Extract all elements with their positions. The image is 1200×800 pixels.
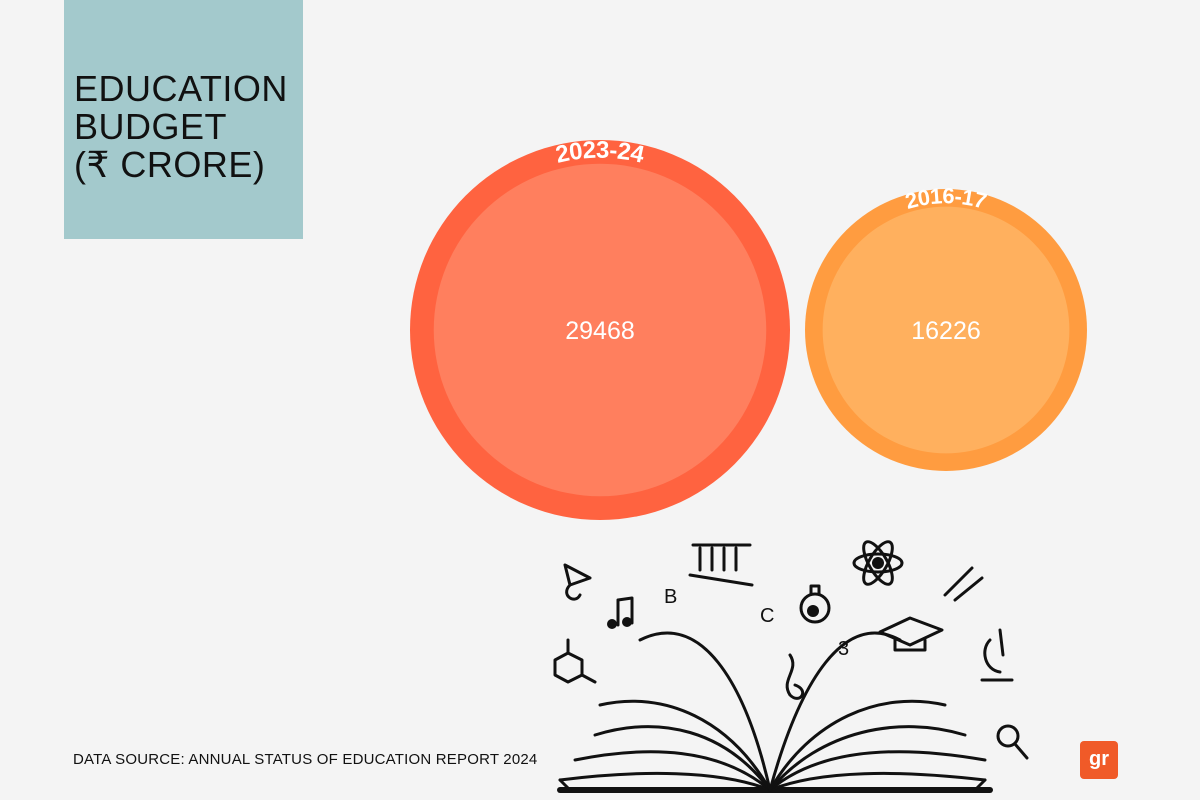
chart-title-line-2: BUDGET xyxy=(74,106,228,147)
title-box: EDUCATION BUDGET (₹ CRORE) xyxy=(64,0,303,239)
logo: gr xyxy=(1080,741,1118,779)
chart-title: EDUCATION BUDGET (₹ CRORE) xyxy=(74,70,288,184)
svg-text:3: 3 xyxy=(838,638,849,660)
bubble-value-label: 16226 xyxy=(911,317,981,345)
chart-title-line-1: EDUCATION xyxy=(74,68,288,109)
bubble-inner-2023-24 xyxy=(433,163,767,497)
svg-text:B: B xyxy=(664,586,677,608)
svg-text:C: C xyxy=(760,605,774,627)
logo-text: gr xyxy=(1089,748,1109,770)
bubble-value-label: 29468 xyxy=(565,317,635,345)
data-source: DATA SOURCE: ANNUAL STATUS OF EDUCATION … xyxy=(73,751,538,768)
bubble-category-label: 2023-24 xyxy=(553,137,647,169)
chart-title-line-3: (₹ CRORE) xyxy=(74,144,266,185)
bubble-inner-2016-17 xyxy=(822,206,1070,454)
